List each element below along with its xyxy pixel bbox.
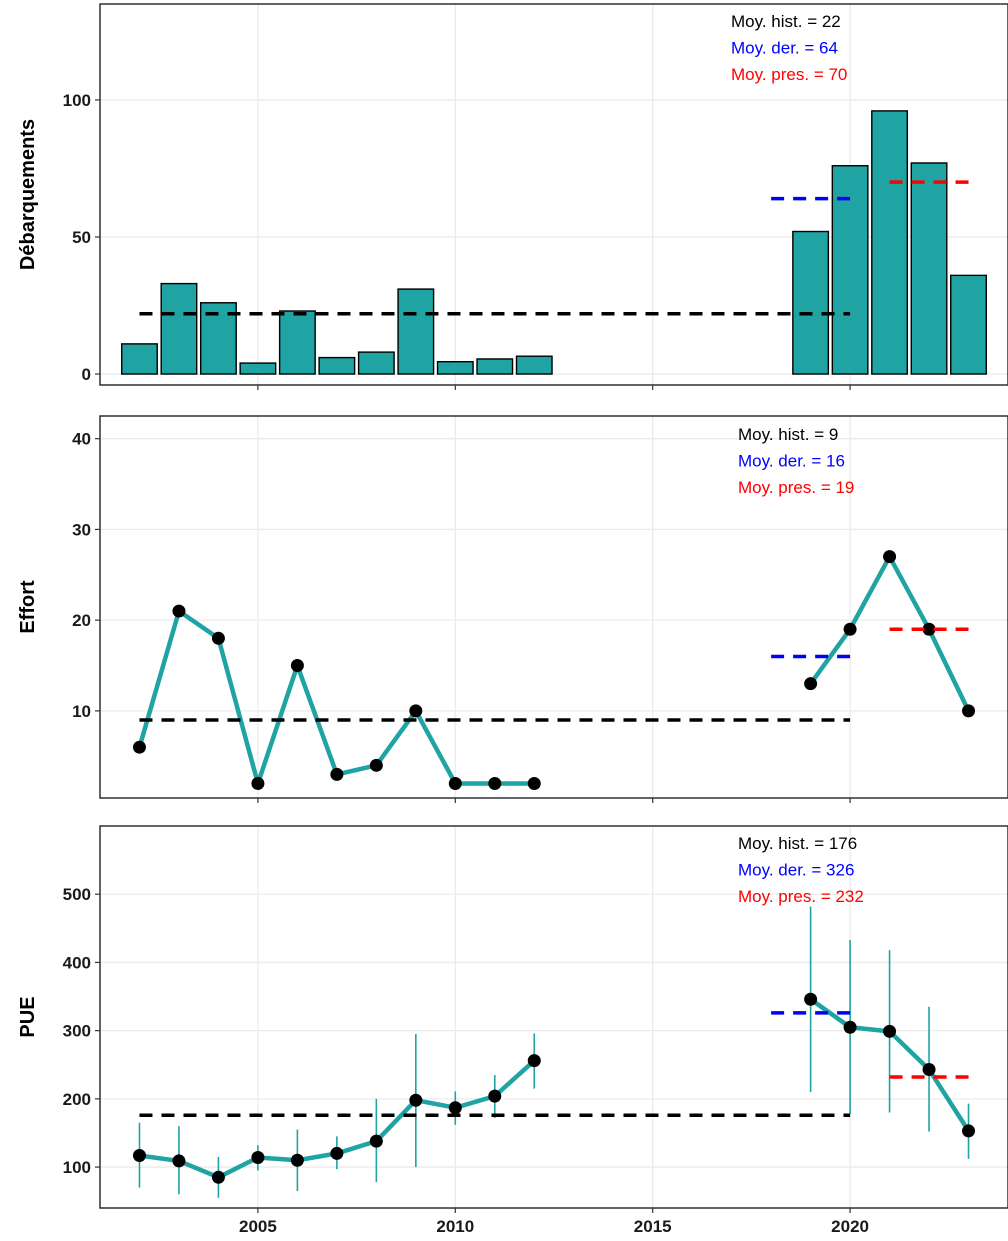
data-point bbox=[251, 776, 265, 790]
data-point bbox=[132, 1148, 146, 1162]
y-tick-label: 100 bbox=[63, 1158, 91, 1177]
bar bbox=[950, 274, 987, 375]
data-point bbox=[962, 1124, 976, 1138]
x-tick-label: 2005 bbox=[239, 1217, 277, 1236]
plot-area bbox=[100, 416, 1008, 798]
data-point bbox=[448, 1101, 462, 1115]
data-point bbox=[251, 1151, 265, 1165]
data-point bbox=[804, 677, 818, 691]
data-point bbox=[527, 776, 541, 790]
y-tick-label: 300 bbox=[63, 1022, 91, 1041]
y-tick-label: 10 bbox=[72, 702, 91, 721]
present-mean-label: Moy. pres. = 19 bbox=[738, 478, 854, 497]
series-line bbox=[808, 554, 971, 714]
bar bbox=[515, 355, 553, 375]
bar bbox=[121, 343, 158, 375]
plot-area bbox=[100, 826, 1008, 1208]
bar bbox=[278, 310, 316, 375]
bar bbox=[831, 165, 869, 375]
x-tick-label: 2020 bbox=[831, 1217, 869, 1236]
data-point bbox=[883, 1024, 897, 1038]
bar bbox=[792, 230, 830, 375]
panel-frame bbox=[99, 825, 1008, 1209]
y-tick-label: 50 bbox=[72, 228, 91, 247]
bar bbox=[318, 356, 356, 375]
data-point bbox=[804, 992, 818, 1006]
data-point bbox=[488, 1089, 502, 1103]
panel-frame bbox=[99, 415, 1008, 799]
data-point bbox=[843, 622, 857, 636]
bar bbox=[160, 282, 198, 375]
data-point bbox=[843, 1020, 857, 1034]
y-tick-label: 0 bbox=[82, 365, 91, 384]
data-point bbox=[409, 1093, 423, 1107]
data-point bbox=[172, 1154, 186, 1168]
x-tick-label: 2015 bbox=[634, 1217, 672, 1236]
recent-mean-label: Moy. der. = 64 bbox=[731, 39, 838, 58]
bar bbox=[357, 351, 395, 375]
data-point bbox=[488, 776, 502, 790]
data-point bbox=[922, 622, 936, 636]
data-point bbox=[330, 1146, 344, 1160]
data-point bbox=[962, 704, 976, 718]
panel-1: Moy. hist. = 22 Moy. der. = 64 Moy. pres. … bbox=[17, 3, 1008, 390]
data-point bbox=[211, 1170, 225, 1184]
present-mean-label: Moy. pres. = 70 bbox=[731, 65, 847, 84]
data-point bbox=[883, 550, 897, 564]
y-axis-title: Débarquements bbox=[17, 119, 39, 270]
data-point bbox=[290, 1153, 304, 1167]
y-tick-label: 400 bbox=[63, 953, 91, 972]
recent-mean-label: Moy. der. = 326 bbox=[738, 861, 854, 880]
present-mean-label: Moy. pres. = 232 bbox=[738, 887, 864, 906]
data-point bbox=[132, 740, 146, 754]
bar bbox=[871, 110, 909, 375]
data-point bbox=[922, 1063, 936, 1077]
panel-3: Moy. hist. = 176 Moy. der. = 326 Moy. pres… bbox=[17, 825, 1008, 1213]
data-point bbox=[369, 1134, 383, 1148]
y-tick-label: 30 bbox=[72, 520, 91, 539]
data-point bbox=[409, 704, 423, 718]
y-axis-title: Effort bbox=[17, 580, 39, 634]
y-tick-label: 200 bbox=[63, 1090, 91, 1109]
panel-2: Moy. hist. = 9 Moy. der. = 16 Moy. pres. =… bbox=[17, 415, 1008, 803]
data-point bbox=[172, 604, 186, 618]
bar bbox=[436, 361, 474, 375]
data-point bbox=[369, 758, 383, 772]
y-tick-label: 20 bbox=[72, 611, 91, 630]
y-tick-label: 500 bbox=[63, 885, 91, 904]
data-point bbox=[330, 767, 344, 781]
hist-mean-label: Moy. hist. = 176 bbox=[738, 834, 857, 853]
hist-mean-label: Moy. hist. = 22 bbox=[731, 12, 841, 31]
hist-mean-label: Moy. hist. = 9 bbox=[738, 425, 838, 444]
bar bbox=[397, 288, 435, 375]
plot-area bbox=[100, 4, 1008, 385]
series-line bbox=[137, 608, 537, 786]
bar bbox=[910, 162, 948, 375]
data-point bbox=[527, 1054, 541, 1068]
y-tick-label: 100 bbox=[63, 91, 91, 110]
data-point bbox=[211, 631, 225, 645]
data-point bbox=[290, 659, 304, 673]
x-tick-label: 2010 bbox=[436, 1217, 474, 1236]
y-tick-label: 40 bbox=[72, 430, 91, 449]
y-axis-title: PUE bbox=[17, 996, 39, 1037]
recent-mean-label: Moy. der. = 16 bbox=[738, 452, 845, 471]
bar bbox=[476, 358, 514, 375]
bar bbox=[239, 362, 277, 375]
panel-frame bbox=[99, 3, 1008, 386]
data-point bbox=[448, 776, 462, 790]
